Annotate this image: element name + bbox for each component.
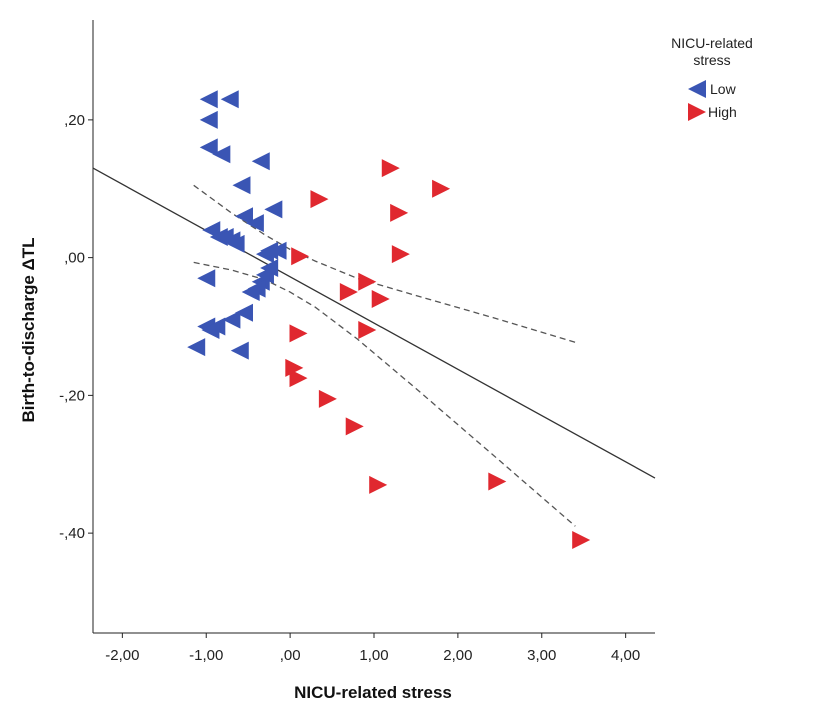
x-axis-ticks: -2,00 -1,00 ,00 1,00 2,00 3,00 4,00 xyxy=(105,633,640,664)
point-low xyxy=(199,110,218,129)
legend-item-high: High xyxy=(688,103,737,121)
x-tick-label: 4,00 xyxy=(611,647,640,664)
legend-title-line-1: NICU-related xyxy=(671,35,753,51)
legend-items: Low High xyxy=(688,80,737,121)
point-high xyxy=(432,179,451,198)
point-high xyxy=(391,245,410,264)
x-tick-label: 3,00 xyxy=(527,647,556,664)
point-low xyxy=(212,145,231,164)
point-high xyxy=(289,369,308,388)
axes: -2,00 -1,00 ,00 1,00 2,00 3,00 4,00 -,40 -,20 ,0… xyxy=(59,20,655,664)
point-low xyxy=(199,138,218,157)
x-tick-label: -1,00 xyxy=(189,647,223,664)
y-axis-ticks: -,40 -,20 ,00 ,20 xyxy=(59,112,93,542)
point-low xyxy=(197,269,216,288)
x-axis-title: NICU-related stress xyxy=(294,683,452,702)
y-axis-title: Birth-to-discharge ΔTL xyxy=(19,237,38,422)
point-high xyxy=(318,389,337,408)
y-tick-label: -,40 xyxy=(59,525,85,542)
point-high xyxy=(381,159,400,178)
data-points xyxy=(187,90,591,550)
point-high xyxy=(369,475,388,494)
point-high xyxy=(572,531,591,550)
point-high xyxy=(358,320,377,339)
y-tick-label: -,20 xyxy=(59,387,85,404)
point-low xyxy=(230,341,249,360)
point-low xyxy=(226,234,245,253)
point-low xyxy=(199,90,218,109)
point-low xyxy=(264,200,283,219)
point-high xyxy=(345,417,364,436)
point-low xyxy=(222,310,241,329)
point-high xyxy=(390,203,409,222)
point-low xyxy=(201,320,220,339)
point-high xyxy=(310,190,329,209)
legend-label-low: Low xyxy=(710,81,737,97)
confidence-band-lower xyxy=(193,261,576,527)
point-low xyxy=(187,338,206,357)
point-high xyxy=(289,324,308,343)
point-low xyxy=(220,90,239,109)
point-low xyxy=(255,245,274,264)
y-tick-label: ,20 xyxy=(64,112,85,129)
point-low xyxy=(245,214,264,233)
x-tick-label: -2,00 xyxy=(105,647,139,664)
point-low xyxy=(232,176,251,195)
point-high xyxy=(371,289,390,308)
point-high xyxy=(488,472,507,491)
point-high xyxy=(291,247,310,266)
point-high xyxy=(358,272,377,291)
x-tick-label: 2,00 xyxy=(443,647,472,664)
point-low xyxy=(251,152,270,171)
legend-marker-high xyxy=(688,103,706,121)
point-low xyxy=(234,207,253,226)
regression-line xyxy=(92,167,656,479)
confidence-band xyxy=(193,184,576,527)
legend-label-high: High xyxy=(708,104,737,120)
legend-title-line-2: stress xyxy=(693,52,730,68)
point-low xyxy=(234,303,253,322)
legend-item-low: Low xyxy=(688,80,737,98)
legend: NICU-related stress Low High xyxy=(671,35,753,121)
x-tick-label: 1,00 xyxy=(359,647,388,664)
point-low xyxy=(268,241,287,260)
point-low xyxy=(241,283,260,302)
point-high xyxy=(339,283,358,302)
legend-marker-low xyxy=(688,80,706,98)
y-tick-label: ,00 xyxy=(64,250,85,267)
confidence-band-upper xyxy=(193,184,576,343)
x-tick-label: ,00 xyxy=(280,647,301,664)
